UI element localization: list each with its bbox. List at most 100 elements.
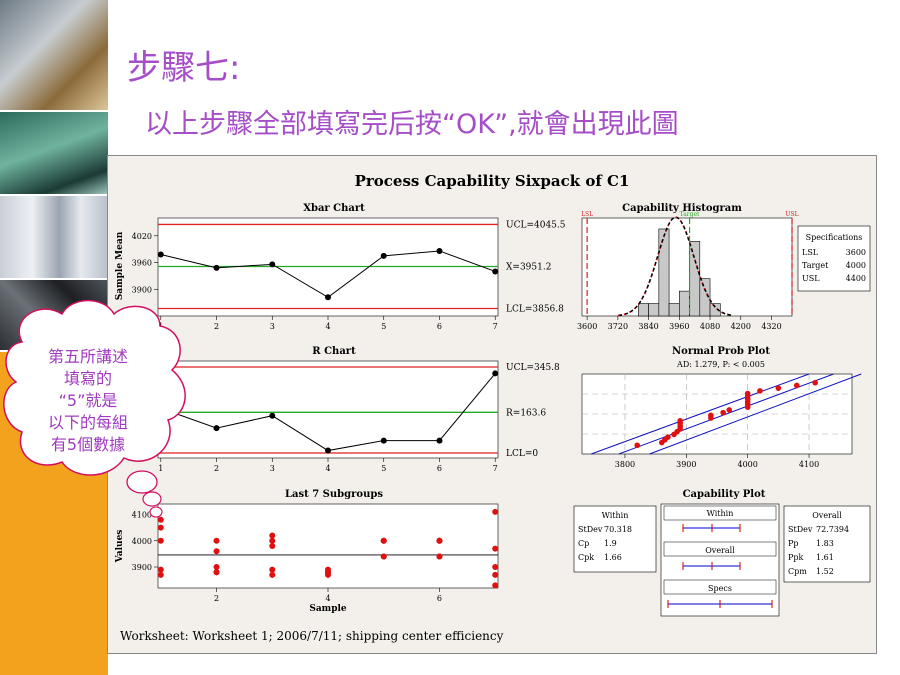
histogram-xtick-label: 4080	[700, 322, 720, 331]
xbar-point	[492, 268, 499, 275]
xbar-ucl-label: UCL=4045.5	[506, 220, 566, 230]
last7-xlabel: Sample	[309, 604, 347, 614]
capability-interval-bars: Within Overall Specs	[660, 503, 780, 617]
normprob-ci-upper	[591, 373, 810, 455]
r-chart-title: R Chart	[312, 346, 356, 357]
panel-title: Process Capability Sixpack of C1	[355, 172, 630, 190]
xbar-xtick-label: 2	[214, 322, 219, 331]
normprob-xtick-label: 3900	[676, 460, 696, 469]
histogram-bar	[689, 241, 701, 317]
last7-point	[380, 553, 387, 560]
minitab-graph-panel: Process Capability Sixpack of C1 Xbar Ch…	[107, 155, 877, 654]
within-bar-label: Within	[707, 509, 734, 518]
xbar-point	[157, 251, 164, 258]
normprob-point	[757, 388, 763, 394]
last7-chart-title: Last 7 Subgroups	[285, 489, 383, 500]
last7-xtick-label: 2	[214, 594, 219, 603]
xbar-chart: UCL=4045.5 X=3951.2 LCL=3856.8 4020 3960 3900…	[132, 217, 566, 331]
last7-xtick-label: 4	[325, 594, 330, 603]
r-xtick-label: 6	[437, 464, 442, 473]
normprob-point	[793, 382, 800, 389]
last7-point	[325, 569, 331, 576]
stat-value: 1.66	[604, 553, 622, 562]
photo-lab-equipment	[0, 0, 108, 112]
xbar-chart-title: Xbar Chart	[303, 203, 365, 214]
stat-label: Cp	[578, 539, 589, 548]
r-xtick-label: 2	[214, 464, 219, 473]
r-point	[325, 447, 331, 454]
last7-ytick-label: 4100	[132, 511, 152, 520]
last7-point	[269, 537, 276, 544]
target-label: Target	[680, 211, 700, 218]
within-title: Within	[602, 511, 629, 520]
xbar-center-label: X=3951.2	[506, 262, 551, 272]
r-lcl-label: LCL=0	[506, 449, 538, 459]
xbar-xtick-label: 4	[325, 322, 330, 331]
r-xtick-label: 4	[325, 464, 330, 473]
left-decorative-bar	[0, 0, 108, 675]
normprob-stats: AD: 1.279, P: < 0.005	[676, 360, 765, 369]
slide-title: 步驟七:	[127, 48, 241, 88]
normprob-ci-lower	[649, 373, 862, 455]
specs-bar-label: Specs	[708, 584, 732, 593]
stat-label: Ppk	[788, 553, 804, 562]
xbar-ytick-label: 3900	[132, 285, 152, 294]
r-point	[157, 405, 164, 412]
r-chart: UCL=345.8 R=163.6 LCL=0 1 2 3 4 5 6 7	[157, 360, 560, 473]
last7-ytick-label: 3900	[132, 563, 152, 572]
r-ucl-label: UCL=345.8	[506, 363, 560, 373]
xbar-point	[325, 294, 331, 301]
capability-histogram: LSL Target USL 3600 3720 3840 3960 4080 4200 4320	[577, 211, 799, 331]
photo-test-chambers	[0, 196, 108, 280]
xbar-ytick-label: 4020	[132, 232, 152, 241]
spec-value: 3600	[846, 248, 866, 257]
spec-label: Target	[802, 261, 829, 270]
stat-value: 72.7394	[816, 525, 849, 534]
last7-chart: 4100 4000 3900 2 4 6	[132, 503, 499, 603]
r-center-label: R=163.6	[506, 408, 546, 418]
xbar-xtick-label: 5	[381, 322, 386, 331]
last7-point	[157, 516, 164, 523]
stat-label: Cpk	[578, 553, 594, 562]
last7-point	[213, 564, 220, 570]
r-point	[492, 370, 499, 377]
last7-point	[157, 537, 164, 544]
r-point	[213, 425, 220, 432]
overall-bar-label: Overall	[705, 546, 735, 555]
normprob-point	[726, 407, 733, 413]
capability-sixpack-svg: Process Capability Sixpack of C1 Xbar Ch…	[115, 172, 871, 643]
r-point	[269, 412, 276, 419]
stat-label: StDev	[578, 525, 603, 534]
spec-label: USL	[802, 274, 820, 283]
xbar-ytick-label: 3960	[132, 259, 152, 268]
stat-value: 1.52	[816, 567, 834, 576]
histogram-xtick-label: 4200	[731, 322, 751, 331]
normprob-point	[677, 418, 683, 424]
last7-point	[436, 537, 443, 544]
worksheet-footer: Worksheet: Worksheet 1; 2006/7/11; shipp…	[120, 629, 504, 643]
last7-point	[492, 582, 499, 589]
normprob-point	[634, 442, 641, 449]
xbar-point	[380, 252, 387, 259]
overall-stats-box: Overall StDev 72.7394 Pp 1.83 Ppk 1.61 C…	[783, 505, 871, 583]
specifications-box: Specifications LSL 3600 Target 4000 USL …	[797, 225, 871, 292]
stat-value: 1.83	[816, 539, 834, 548]
stat-label: StDev	[788, 525, 813, 534]
last7-point	[492, 508, 499, 515]
within-stats-box: Within StDev 70.318 Cp 1.9 Cpk 1.66	[573, 505, 657, 573]
r-xtick-label: 3	[270, 464, 275, 473]
r-point	[380, 437, 387, 444]
overall-density-curve	[618, 216, 733, 317]
last7-point	[269, 532, 276, 539]
photo-cooling-fans	[0, 280, 108, 352]
lsl-label: LSL	[581, 211, 593, 218]
histogram-xtick-label: 3720	[608, 322, 628, 331]
usl-label: USL	[785, 211, 798, 218]
last7-point	[157, 571, 164, 578]
last7-point	[213, 548, 220, 555]
xbar-point	[213, 264, 220, 271]
last7-point	[492, 545, 499, 552]
histogram-xtick-label: 3960	[669, 322, 689, 331]
last7-point	[380, 537, 387, 544]
histogram-xtick-label: 3600	[577, 322, 597, 331]
